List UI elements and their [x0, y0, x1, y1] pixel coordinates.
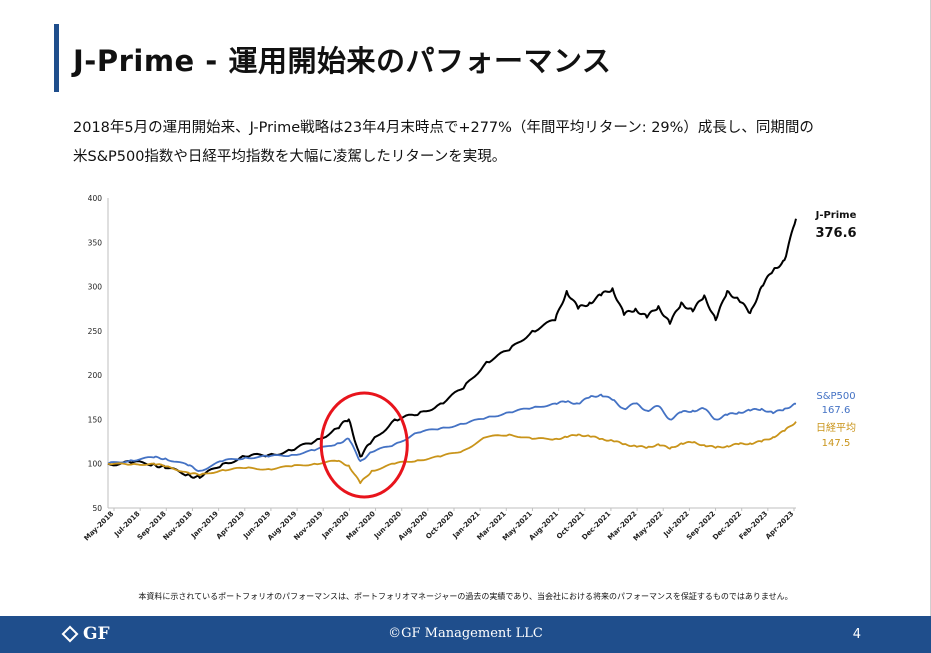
y-tick-label: 350 — [88, 238, 103, 247]
description: 2018年5月の運用開始来、J-Prime戦略は23年4月末時点で+277%（年… — [73, 114, 873, 172]
description-line-2: 米S&P500指数や日経平均指数を大幅に凌駕したリターンを実現。 — [73, 149, 507, 165]
y-tick-label: 200 — [88, 371, 103, 380]
y-tick-label: 100 — [88, 460, 103, 469]
label-jprime-name: J-Prime — [815, 210, 857, 221]
y-tick-label: 150 — [88, 415, 103, 424]
label-jprime-value: 376.6 — [815, 226, 856, 241]
slide-title: J-Prime - 運用開始来のパフォーマンス — [73, 44, 612, 78]
y-tick-label: 400 — [88, 194, 103, 203]
gf-logo: GF — [61, 624, 110, 644]
disclaimer: 本資料に示されているポートフォリオのパフォーマンスは、ポートフォリオマネージャー… — [138, 592, 793, 601]
label-sp500-value: 167.6 — [822, 405, 851, 416]
x-tick-label: Oct-2020 — [424, 510, 455, 541]
y-tick-label: 50 — [92, 504, 102, 513]
y-tick-label: 300 — [88, 283, 103, 292]
series-line-sp500 — [107, 393, 797, 473]
series-line-nikkei — [107, 421, 797, 485]
series-line-jprime — [107, 218, 797, 479]
covid-dip-highlight — [319, 391, 409, 499]
title-accent-bar — [54, 24, 59, 92]
x-tick-label: Apr-2019 — [215, 510, 246, 541]
label-nikkei-value: 147.5 — [822, 438, 851, 449]
label-nikkei-name: 日経平均 — [816, 421, 856, 434]
copyright: ©GF Management LLC — [388, 626, 543, 641]
logo-text: GF — [83, 624, 110, 644]
x-tick-label: Apr-2023 — [764, 510, 795, 541]
x-tick-label: May-2018 — [83, 510, 116, 543]
label-sp500-name: S&P500 — [816, 391, 855, 402]
y-tick-label: 250 — [88, 327, 103, 336]
performance-chart: 50100150200250300350400May-2018Jul-2018S… — [83, 194, 857, 543]
page-number: 4 — [852, 627, 861, 642]
description-line-1: 2018年5月の運用開始来、J-Prime戦略は23年4月末時点で+277%（年… — [73, 120, 814, 136]
footer: GF ©GF Management LLC 4 — [0, 616, 931, 653]
